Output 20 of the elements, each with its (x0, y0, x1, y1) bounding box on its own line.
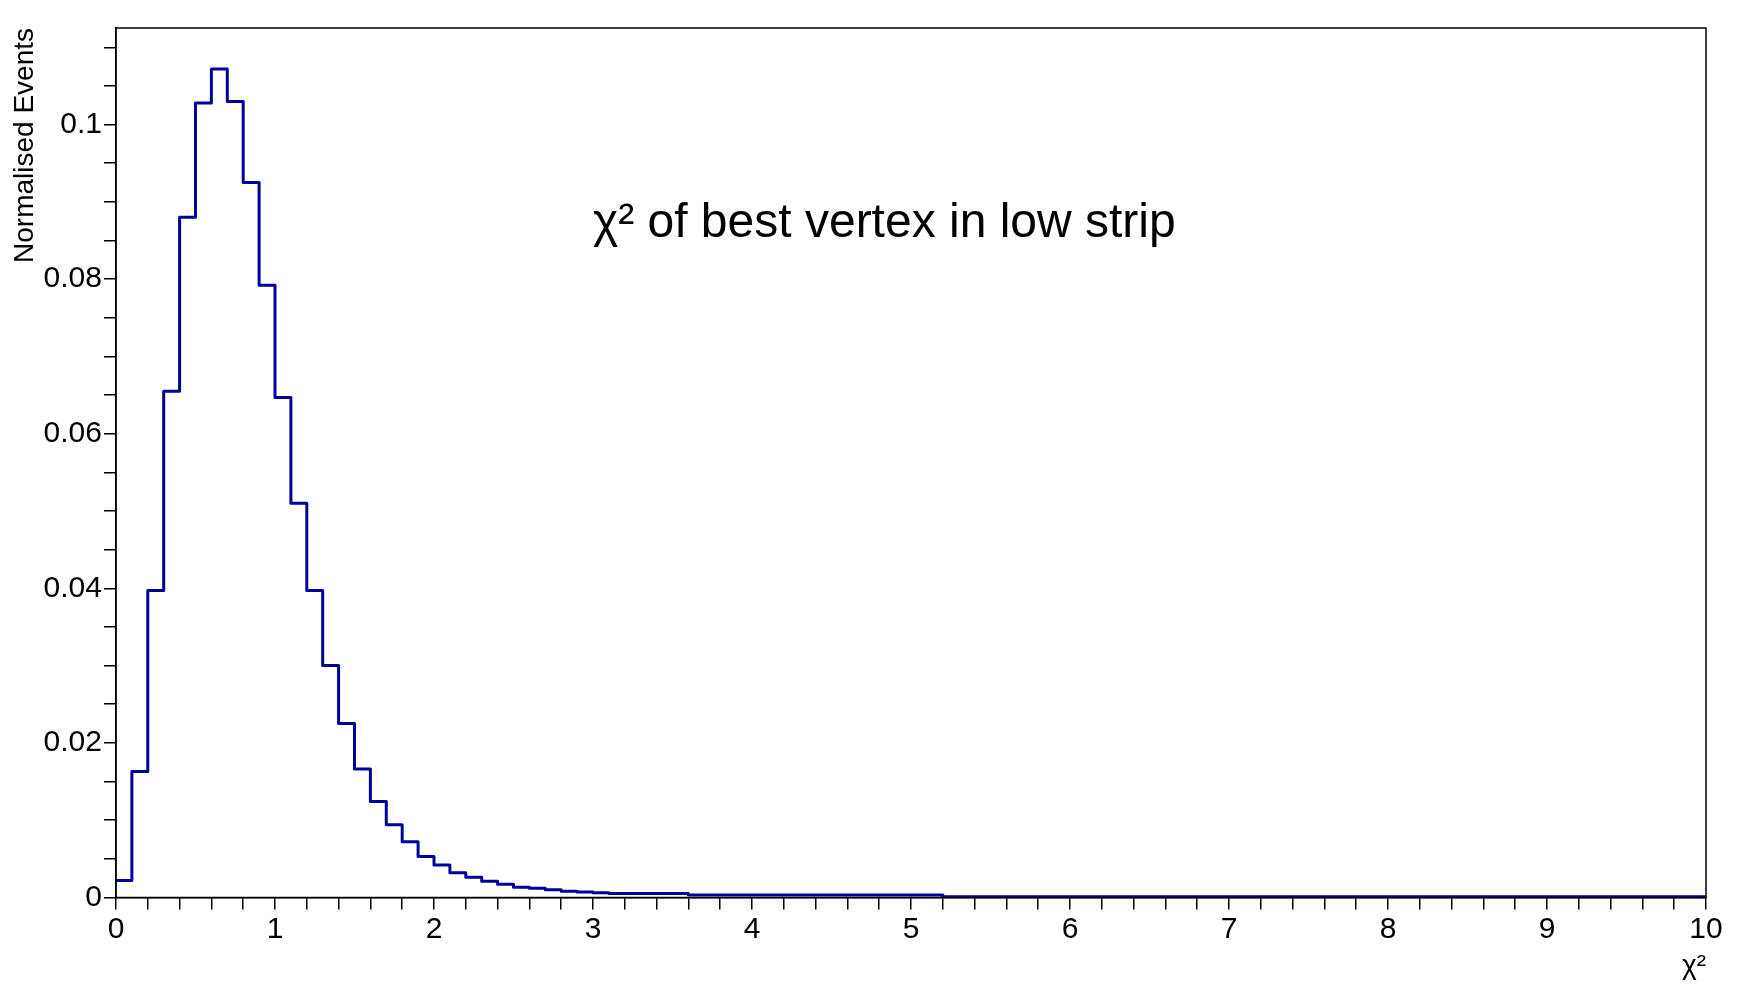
x-tick-label: 7 (1220, 910, 1238, 944)
x-tick-label: 5 (902, 910, 920, 944)
y-tick-label: 0.08 (43, 260, 102, 294)
x-tick-label: 10 (1689, 910, 1723, 944)
y-tick-label: 0.02 (43, 724, 102, 758)
y-axis-title: Normalised Events (7, 28, 39, 263)
x-tick-label: 8 (1379, 910, 1397, 944)
y-tick-label: 0 (85, 878, 102, 912)
x-tick-label: 1 (266, 910, 284, 944)
x-tick-label: 2 (425, 910, 443, 944)
y-tick-label: 0.04 (43, 569, 102, 603)
x-tick-label: 0 (107, 910, 125, 944)
annotation: χ² of best vertex in low strip (592, 193, 1176, 247)
y-tick-label: 0.1 (60, 105, 102, 139)
x-tick-label: 9 (1538, 910, 1556, 944)
x-tick-label: 3 (584, 910, 602, 944)
x-axis-title: χ² (1681, 948, 1706, 980)
x-tick-label: 4 (743, 910, 761, 944)
x-tick-label: 6 (1061, 910, 1079, 944)
y-tick-label: 0.06 (43, 414, 102, 448)
